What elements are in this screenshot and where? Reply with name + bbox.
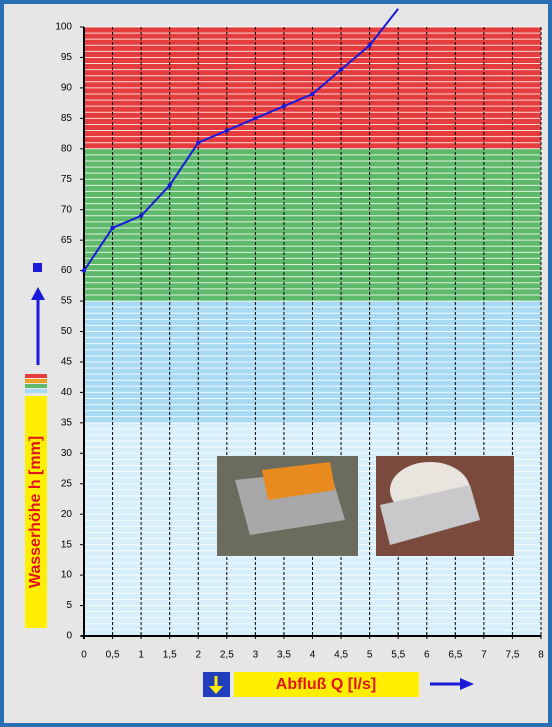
data-point: [225, 128, 229, 132]
y-tick-label: 50: [61, 326, 73, 337]
y-tick-label: 55: [61, 296, 73, 307]
data-point: [339, 67, 343, 71]
x-tick-label: 3,5: [277, 650, 291, 661]
x-tick-label: 2: [195, 650, 201, 661]
data-point: [367, 43, 371, 47]
y-tick-label: 80: [61, 143, 73, 154]
y-tick-label: 20: [61, 509, 73, 520]
y-tick-label: 90: [61, 83, 73, 94]
legend-square: [33, 263, 42, 272]
data-point: [196, 141, 200, 145]
x-tick-label: 3: [253, 650, 259, 661]
y-tick-label: 35: [61, 417, 73, 428]
y-tick-label: 15: [61, 539, 73, 550]
data-point: [282, 104, 286, 108]
data-point: [253, 116, 257, 120]
y-axis-title: Wasserhöhe h [mm]: [27, 436, 44, 588]
x-tick-label: 0: [81, 650, 87, 661]
color-key: [25, 384, 47, 388]
y-tick-label: 60: [61, 265, 73, 276]
color-key: [25, 374, 47, 378]
x-axis-title: Abfluß Q [l/s]: [276, 676, 376, 693]
x-tick-label: 2,5: [220, 650, 234, 661]
y-tick-label: 0: [66, 631, 72, 642]
y-tick-label: 25: [61, 478, 73, 489]
y-tick-label: 70: [61, 204, 73, 215]
data-point: [139, 214, 143, 218]
x-tick-label: 8: [538, 650, 544, 661]
y-tick-label: 95: [61, 52, 73, 63]
x-tick-label: 0,5: [106, 650, 120, 661]
x-tick-label: 6,5: [448, 650, 462, 661]
y-tick-label: 75: [61, 174, 73, 185]
y-tick-label: 100: [55, 22, 72, 33]
x-tick-label: 5: [367, 650, 373, 661]
x-tick-label: 7: [481, 650, 487, 661]
data-point: [310, 92, 314, 96]
y-tick-label: 40: [61, 387, 73, 398]
x-tick-label: 6: [424, 650, 430, 661]
chart: Wasserhöhe h [mm] Abfluß Q [l/s] 0 0,5 1 1,…: [0, 0, 552, 727]
y-tick-label: 45: [61, 357, 73, 368]
x-tick-label: 1: [138, 650, 144, 661]
x-tick-label: 5,5: [391, 650, 405, 661]
color-key: [25, 389, 47, 393]
y-tick-label: 85: [61, 113, 73, 124]
x-tick-label: 1,5: [163, 650, 177, 661]
x-tick-label: 7,5: [505, 650, 519, 661]
data-point: [82, 268, 86, 272]
data-point: [110, 226, 114, 230]
x-tick-label: 4: [310, 650, 316, 661]
color-key: [25, 379, 47, 383]
y-tick-label: 10: [61, 570, 73, 581]
y-tick-label: 5: [66, 600, 72, 611]
y-tick-label: 30: [61, 448, 73, 459]
x-tick-label: 4,5: [334, 650, 348, 661]
data-point: [167, 183, 171, 187]
y-tick-label: 65: [61, 235, 73, 246]
